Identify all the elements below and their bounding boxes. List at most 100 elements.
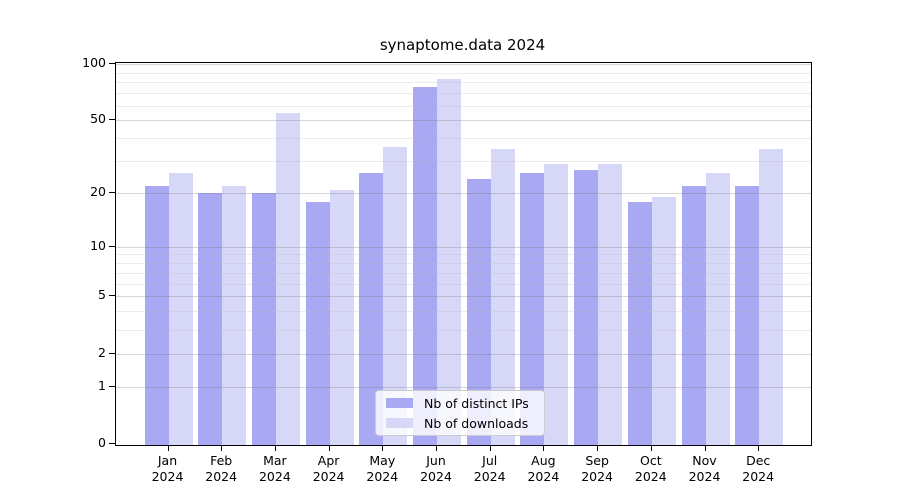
minor-gridline-4 bbox=[116, 311, 811, 313]
year-label: 2024 bbox=[366, 468, 399, 484]
bar-jun-nb-of-distinct-ips bbox=[413, 87, 437, 445]
bar-sep-nb-of-distinct-ips bbox=[574, 169, 599, 445]
year-label: 2024 bbox=[205, 468, 238, 484]
x-tick-sep bbox=[597, 446, 599, 451]
legend: Nb of distinct IPs Nb of downloads bbox=[375, 390, 545, 436]
x-tick-label-apr: Apr 2024 bbox=[297, 453, 361, 484]
x-tick-label-may: May 2024 bbox=[350, 453, 414, 484]
minor-gridline-90 bbox=[116, 72, 811, 74]
minor-gridline-30 bbox=[116, 161, 811, 163]
bar-dec-nb-of-distinct-ips bbox=[735, 185, 760, 445]
month-label: Aug bbox=[531, 453, 556, 468]
x-tick-oct bbox=[650, 446, 652, 451]
chart-title: synaptome.data 2024 bbox=[379, 36, 546, 54]
bar-apr-nb-of-downloads bbox=[329, 189, 354, 445]
y-tick-label-100: 100 bbox=[82, 55, 106, 70]
y-tick-label-20: 20 bbox=[90, 184, 106, 200]
major-gridline-2 bbox=[116, 353, 811, 355]
legend-label-distinct-ips: Nb of distinct IPs bbox=[424, 395, 529, 411]
y-tick-100 bbox=[109, 63, 115, 64]
minor-gridline-9 bbox=[116, 254, 811, 256]
y-tick-label-2: 2 bbox=[98, 344, 106, 360]
month-label: Apr bbox=[317, 453, 340, 468]
legend-row-downloads: Nb of downloads bbox=[386, 416, 544, 431]
y-tick-2 bbox=[109, 352, 115, 354]
major-gridline-5 bbox=[116, 296, 811, 298]
minor-gridline-60 bbox=[116, 105, 811, 107]
y-tick-label-50: 50 bbox=[90, 111, 106, 127]
minor-gridline-70 bbox=[116, 93, 811, 95]
y-tick-5 bbox=[109, 295, 115, 297]
month-label: Jul bbox=[482, 453, 498, 468]
major-gridline-20 bbox=[116, 193, 811, 195]
major-gridline-50 bbox=[116, 120, 811, 122]
minor-gridline-3 bbox=[116, 329, 811, 331]
y-tick-20 bbox=[109, 192, 115, 194]
legend-label-downloads: Nb of downloads bbox=[424, 415, 529, 431]
x-tick-jan bbox=[167, 446, 169, 451]
bar-aug-nb-of-downloads bbox=[544, 163, 569, 445]
year-label: 2024 bbox=[634, 468, 667, 484]
bar-oct-nb-of-downloads bbox=[651, 197, 676, 445]
month-label: May bbox=[369, 453, 396, 468]
x-tick-jun bbox=[436, 446, 437, 451]
bar-nov-nb-of-distinct-ips bbox=[681, 185, 706, 445]
x-tick-label-mar: Mar 2024 bbox=[243, 453, 307, 484]
x-tick-label-jul: Jul 2024 bbox=[458, 453, 522, 484]
month-label: Feb bbox=[210, 453, 233, 468]
x-tick-label-nov: Nov 2024 bbox=[673, 453, 737, 484]
bar-dec-nb-of-downloads bbox=[759, 148, 784, 445]
x-tick-label-jan: Jan 2024 bbox=[136, 453, 200, 484]
bar-oct-nb-of-distinct-ips bbox=[627, 201, 652, 445]
minor-gridline-6 bbox=[116, 283, 811, 285]
x-tick-label-oct: Oct 2024 bbox=[619, 453, 683, 484]
y-tick-label-0: 0 bbox=[98, 435, 106, 450]
year-label: 2024 bbox=[312, 468, 345, 484]
year-label: 2024 bbox=[473, 468, 506, 484]
minor-gridline-40 bbox=[116, 138, 811, 140]
bar-jan-nb-of-downloads bbox=[168, 172, 193, 445]
month-label: Sep bbox=[585, 453, 609, 468]
year-label: 2024 bbox=[688, 468, 721, 484]
month-label: Oct bbox=[639, 453, 662, 468]
x-tick-jul bbox=[489, 446, 491, 451]
bar-sep-nb-of-downloads bbox=[598, 163, 623, 445]
bar-nov-nb-of-downloads bbox=[705, 172, 730, 445]
x-tick-may bbox=[382, 446, 384, 451]
x-tick-label-dec: Dec 2024 bbox=[726, 453, 790, 484]
year-label: 2024 bbox=[527, 468, 560, 484]
minor-gridline-80 bbox=[116, 82, 811, 84]
y-tick-label-5: 5 bbox=[98, 287, 106, 303]
x-tick-aug bbox=[543, 446, 545, 451]
x-tick-label-aug: Aug 2024 bbox=[511, 453, 575, 484]
bar-mar-nb-of-downloads bbox=[275, 112, 300, 445]
bar-feb-nb-of-distinct-ips bbox=[198, 193, 223, 445]
x-tick-label-sep: Sep 2024 bbox=[565, 453, 629, 484]
x-tick-feb bbox=[221, 446, 223, 451]
major-gridline-10 bbox=[116, 246, 811, 248]
x-tick-nov bbox=[704, 446, 706, 451]
major-gridline-1 bbox=[116, 386, 811, 388]
legend-swatch-downloads bbox=[386, 418, 413, 428]
year-label: 2024 bbox=[581, 468, 613, 484]
legend-row-distinct-ips: Nb of distinct IPs bbox=[386, 396, 544, 411]
minor-gridline-8 bbox=[116, 263, 811, 265]
y-tick-label-1: 1 bbox=[98, 377, 106, 393]
y-tick-0 bbox=[109, 443, 115, 444]
bar-jun-nb-of-downloads bbox=[437, 79, 461, 445]
month-label: Nov bbox=[692, 453, 717, 468]
bar-mar-nb-of-distinct-ips bbox=[251, 193, 276, 445]
y-tick-10 bbox=[109, 245, 115, 247]
x-tick-label-jun: Jun 2024 bbox=[404, 453, 468, 484]
month-label: Jun bbox=[426, 453, 446, 468]
y-tick-label-10: 10 bbox=[90, 237, 106, 253]
month-label: Dec bbox=[746, 453, 771, 468]
month-label: Jan bbox=[157, 453, 178, 468]
year-label: 2024 bbox=[742, 468, 775, 484]
minor-gridline-7 bbox=[116, 272, 811, 274]
x-tick-label-feb: Feb 2024 bbox=[189, 453, 253, 484]
bar-feb-nb-of-downloads bbox=[222, 185, 247, 445]
month-label: Mar bbox=[263, 453, 287, 468]
year-label: 2024 bbox=[151, 468, 184, 484]
legend-swatch-distinct-ips bbox=[386, 398, 413, 408]
